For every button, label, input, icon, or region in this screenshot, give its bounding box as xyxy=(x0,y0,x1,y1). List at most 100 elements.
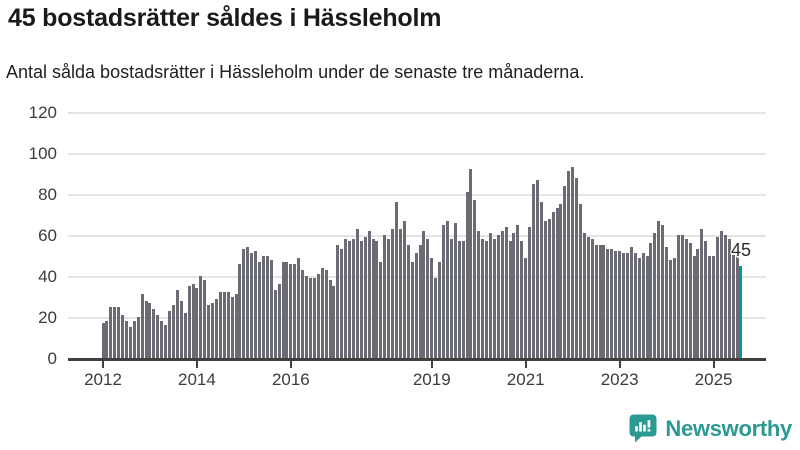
gridline xyxy=(68,112,766,114)
bar xyxy=(426,239,430,358)
bar xyxy=(606,249,610,358)
bar xyxy=(661,224,665,358)
bar xyxy=(383,235,387,358)
bar xyxy=(539,202,543,358)
x-axis-tick-label: 2016 xyxy=(271,370,310,389)
bar xyxy=(567,171,571,358)
bar xyxy=(637,257,641,358)
bar xyxy=(625,253,629,358)
bar xyxy=(719,230,723,358)
bar xyxy=(395,202,399,358)
bar xyxy=(528,226,532,358)
bar xyxy=(148,302,152,358)
x-axis-tick xyxy=(618,361,621,368)
bar xyxy=(696,249,700,358)
bar xyxy=(160,321,164,358)
bar xyxy=(641,253,645,358)
bar xyxy=(234,294,238,358)
bar xyxy=(117,306,121,358)
bar xyxy=(121,314,125,358)
bar xyxy=(485,241,489,358)
bar xyxy=(633,253,637,358)
bar xyxy=(199,276,203,358)
bar xyxy=(559,204,563,358)
bar xyxy=(688,243,692,358)
bar xyxy=(551,212,555,358)
newsworthy-logo: Newsworthy xyxy=(628,413,792,444)
x-axis-tick xyxy=(430,361,433,368)
bar xyxy=(371,239,375,358)
bar xyxy=(535,179,539,358)
x-axis-tick-label: 2023 xyxy=(600,370,639,389)
x-axis-tick xyxy=(524,361,527,368)
bar xyxy=(289,263,293,358)
bar xyxy=(156,314,160,358)
x-axis-tick xyxy=(195,361,198,368)
bar xyxy=(152,308,156,358)
bar xyxy=(273,290,277,358)
x-axis-tick xyxy=(712,361,715,368)
newsworthy-icon xyxy=(628,413,658,444)
bar xyxy=(164,325,168,358)
bar xyxy=(336,245,340,358)
bar xyxy=(669,259,673,358)
bar xyxy=(520,241,524,358)
bar xyxy=(246,247,250,358)
bar xyxy=(187,286,191,358)
bar xyxy=(305,276,309,358)
bar xyxy=(398,228,402,358)
bar xyxy=(258,261,262,358)
bar xyxy=(218,292,222,358)
bar xyxy=(320,267,324,358)
bar xyxy=(512,232,516,358)
bar xyxy=(735,253,739,358)
bar xyxy=(684,239,688,358)
bar xyxy=(700,228,704,358)
bar xyxy=(449,239,453,358)
bar xyxy=(215,298,218,358)
bar xyxy=(488,232,492,358)
bar xyxy=(434,278,438,358)
bar xyxy=(708,255,712,358)
bar xyxy=(230,296,234,358)
bar xyxy=(297,257,301,358)
bar xyxy=(375,241,379,358)
bar xyxy=(359,241,363,358)
y-axis-tick-label: 120 xyxy=(28,103,57,122)
y-axis-tick-label: 80 xyxy=(38,185,57,204)
bar xyxy=(113,306,117,358)
bar xyxy=(704,241,708,358)
bar xyxy=(203,280,207,358)
bar xyxy=(672,257,676,358)
bar xyxy=(168,310,172,358)
bar xyxy=(363,237,367,358)
bar xyxy=(183,312,187,358)
bar xyxy=(207,304,211,358)
bar xyxy=(410,261,414,358)
bar xyxy=(132,321,136,358)
bar xyxy=(348,241,352,358)
y-axis-tick-label: 0 xyxy=(47,349,57,368)
bar xyxy=(602,245,606,358)
x-axis-tick-label: 2021 xyxy=(506,370,545,389)
gridline xyxy=(68,153,766,155)
bar xyxy=(254,251,258,358)
bar xyxy=(453,222,457,358)
bar xyxy=(414,253,418,358)
bar xyxy=(712,255,716,358)
bar xyxy=(618,251,622,358)
bar xyxy=(645,255,649,358)
bar xyxy=(657,220,661,358)
bar xyxy=(301,269,305,358)
bar xyxy=(610,249,614,358)
bar xyxy=(402,220,406,358)
bar xyxy=(579,204,582,358)
bar xyxy=(391,228,395,358)
bar xyxy=(109,306,113,358)
bar xyxy=(124,321,128,358)
bar xyxy=(101,323,105,358)
bar xyxy=(308,278,312,358)
bar xyxy=(105,321,109,358)
bar xyxy=(312,278,316,358)
